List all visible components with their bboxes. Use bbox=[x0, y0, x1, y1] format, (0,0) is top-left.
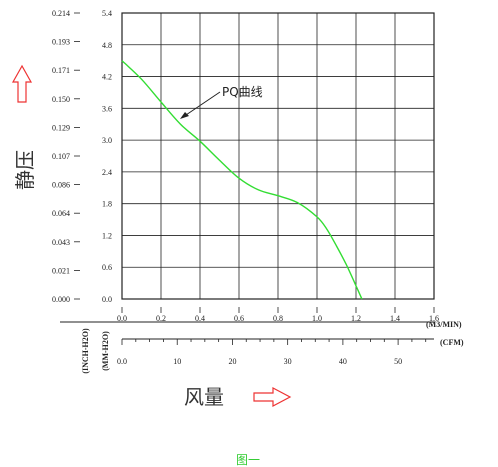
x-tick-labels-m3min: 0.0 0.2 0.4 0.6 0.8 1.0 1.2 1.4 1.6 bbox=[60, 307, 439, 323]
x-axis-label: 风量 bbox=[184, 385, 224, 409]
y-tick-label-inch: 0.043 bbox=[52, 238, 70, 247]
x-tick-label-m3min: 0.8 bbox=[273, 314, 283, 323]
y-tick-label-inch: 0.086 bbox=[52, 181, 70, 190]
y-tick-label-inch: 0.107 bbox=[52, 152, 70, 161]
y-tick-label-mm: 3.6 bbox=[102, 104, 112, 113]
x-axis-cfm: 0.0 10 20 30 40 50 bbox=[117, 338, 434, 366]
x-tick-label-cfm: 10 bbox=[173, 357, 181, 366]
y-axis-arrow-icon bbox=[11, 64, 33, 103]
y-tick-label-mm: 3.0 bbox=[102, 136, 112, 145]
y-tick-labels-inch: 0.000 0.021 0.043 0.064 0.086 0.107 0.129 0.150… bbox=[52, 9, 80, 304]
y-tick-label-inch: 0.021 bbox=[52, 266, 70, 275]
x-axis-arrow-icon bbox=[253, 387, 292, 407]
x-tick-label-cfm: 50 bbox=[394, 357, 402, 366]
pq-curve-line bbox=[121, 60, 363, 300]
x-tick-label-cfm: 0.0 bbox=[117, 357, 127, 366]
y-tick-label-inch: 0.129 bbox=[52, 123, 70, 132]
y-tick-label-mm: 5.4 bbox=[102, 9, 112, 18]
y-tick-label-inch: 0.064 bbox=[52, 209, 70, 218]
x-tick-label-m3min: 0.0 bbox=[117, 314, 127, 323]
y-unit-mm: (MM-H2O) bbox=[101, 331, 110, 371]
y-tick-label-mm: 4.8 bbox=[102, 41, 112, 50]
x-tick-label-cfm: 20 bbox=[228, 357, 236, 366]
x-tick-label-m3min: 1.0 bbox=[312, 314, 322, 323]
y-tick-label-mm: 4.2 bbox=[102, 73, 112, 82]
figure-caption: 图一 bbox=[236, 453, 260, 467]
x-unit-m3min: (M3/MIN) bbox=[426, 320, 462, 329]
y-tick-label-mm: 1.2 bbox=[102, 231, 112, 240]
plot-grid bbox=[121, 12, 435, 300]
x-tick-label-m3min: 1.4 bbox=[390, 314, 400, 323]
x-tick-label-m3min: 1.6 bbox=[429, 314, 439, 323]
y-tick-label-inch: 0.171 bbox=[52, 66, 70, 75]
x-tick-label-cfm: 30 bbox=[284, 357, 292, 366]
y-tick-label-inch: 0.214 bbox=[52, 9, 70, 18]
y-tick-label-mm: 1.8 bbox=[102, 200, 112, 209]
y-axis-label: 静压 bbox=[13, 150, 37, 190]
y-tick-label-mm: 0.6 bbox=[102, 263, 112, 272]
y-tick-label-inch: 0.193 bbox=[52, 38, 70, 47]
y-tick-label-inch: 0.000 bbox=[52, 295, 70, 304]
x-tick-label-m3min: 0.4 bbox=[195, 314, 205, 323]
y-tick-label-mm: 0.0 bbox=[102, 295, 112, 304]
curve-annotation: PQ曲线 bbox=[222, 85, 263, 99]
y-unit-inch: (INCH-H2O) bbox=[81, 328, 90, 374]
y-tick-label-inch: 0.150 bbox=[52, 95, 70, 104]
x-tick-label-m3min: 0.2 bbox=[156, 314, 166, 323]
x-unit-cfm: (CFM) bbox=[440, 338, 464, 347]
y-tick-labels-mm: 0.0 0.6 1.2 1.8 2.4 3.0 3.6 4.2 4.8 5.4 bbox=[102, 9, 112, 304]
y-tick-label-mm: 2.4 bbox=[102, 168, 112, 177]
annotation-arrow bbox=[180, 91, 221, 119]
x-tick-label-cfm: 40 bbox=[339, 357, 347, 366]
x-tick-label-m3min: 0.6 bbox=[234, 314, 244, 323]
x-tick-label-m3min: 1.2 bbox=[351, 314, 361, 323]
pq-curve-layer bbox=[121, 60, 363, 300]
